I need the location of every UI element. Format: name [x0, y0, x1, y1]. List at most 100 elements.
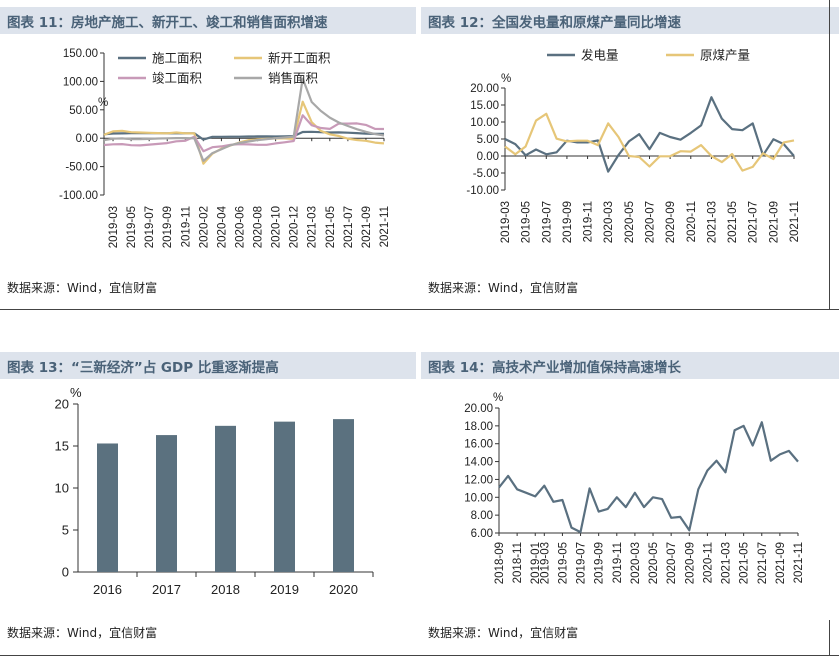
panel-chart-11: 图表 11：房地产施工、新开工、竣工和销售面积增速 150.00 100.00 50…	[0, 7, 416, 313]
x-tick-label: 2020-10	[271, 206, 283, 248]
series-line-1	[504, 96, 795, 173]
series-line-2	[504, 112, 795, 172]
bar	[215, 425, 236, 572]
y-tick-label: 10.00	[470, 117, 499, 129]
y-unit-label: %	[98, 97, 108, 109]
data-source: 数据来源：Wind，宜信财富	[428, 626, 579, 640]
divider-line	[829, 0, 830, 310]
series-line-4	[103, 77, 385, 163]
x-tick-label: 2021-05	[727, 201, 739, 243]
x-tick-label: 2020-04	[216, 205, 228, 248]
x-tick-label: 2019-03	[108, 206, 120, 248]
bar	[274, 421, 295, 572]
x-tick-label: 2021-11	[379, 206, 391, 247]
x-tick-label: 2016	[93, 582, 122, 597]
y-tick-label: 12.00	[464, 474, 493, 486]
panel-chart-12: 图表 12：全国发电量和原煤产量同比增速 20.00 15.00 10.00 5.00…	[421, 7, 839, 313]
x-tick-label: 2019-09	[162, 206, 174, 248]
x-tick-label: 2019-11	[612, 542, 624, 583]
x-tick-label: 2020-09	[665, 201, 677, 243]
x-tick-label: 2019-11	[583, 201, 595, 242]
x-tick-label: 2019-05	[557, 542, 569, 584]
y-tick-label: 5	[62, 523, 69, 538]
x-tick-label: 2020-11	[686, 201, 698, 242]
x-tick-label: 2020-06	[234, 206, 246, 248]
legend-label: 原煤产量	[700, 49, 750, 63]
x-tick-label: 2021-07	[343, 206, 355, 248]
x-tick-label: 2019-07	[576, 542, 588, 584]
y-unit-label: %	[70, 385, 82, 400]
y-tick-label: 8.00	[471, 510, 493, 522]
panel-chart-14: 图表 14：高技术产业增加值保持高速增长 20.00 18.00 16.00 14.0…	[421, 352, 839, 658]
x-tick-label: 2020-05	[648, 542, 660, 584]
panel-header	[0, 7, 416, 34]
y-tick-label: -100.00	[59, 190, 98, 202]
bar	[97, 443, 118, 572]
bar	[156, 435, 177, 572]
chart-power-coal-growth: 20.00 15.00 10.00 5.00 0.00 -5.00 -10.00% 2019-…	[466, 48, 801, 244]
x-tick-label: 2021-03	[721, 542, 733, 584]
y-tick-label: 0.00	[76, 133, 98, 145]
x-tick-label: 2020-03	[630, 542, 642, 584]
y-tick-label: 20.00	[470, 83, 499, 95]
x-tick-label: 2021-05	[739, 542, 751, 584]
divider-line	[0, 655, 839, 656]
x-tick-label: 2021-09	[768, 201, 780, 243]
x-tick-label: 2019-05	[126, 206, 138, 248]
legend-label: 销售面积	[268, 71, 318, 86]
panel-header	[421, 7, 839, 34]
x-tick-label: 2019-11	[180, 206, 192, 247]
x-tick-label: 2017	[152, 582, 181, 597]
chart-high-tech-value-added: 20.00 18.00 16.00 14.00 12.00 10.00 8.00 6.00% 2…	[464, 392, 805, 584]
legend-label: 施工面积	[152, 52, 202, 66]
data-source: 数据来源：Wind，宜信财富	[7, 626, 158, 640]
series-line-1	[498, 421, 799, 534]
y-tick-label: 15.00	[470, 100, 499, 112]
y-tick-label: 14.00	[464, 457, 493, 469]
x-tick-label: 2021-11	[793, 542, 805, 583]
panel-title: 图表 14：高技术产业增加值保持高速增长	[428, 360, 681, 376]
x-tick-label: 2019-05	[521, 201, 533, 243]
y-tick-label: 0.00	[477, 151, 499, 163]
y-tick-label: 6.00	[471, 528, 493, 540]
panel-title: 图表 12：全国发电量和原煤产量同比增速	[428, 15, 681, 31]
x-tick-label: 2019-03	[500, 201, 512, 243]
divider-line	[0, 309, 839, 310]
x-tick-label: 2019-07	[541, 201, 553, 243]
chart-new-economy-gdp-share: 20 15 10 5 0% 2016 2017 2018 2019 2020	[55, 385, 374, 597]
x-tick-label: 2019-01	[530, 542, 542, 584]
y-tick-label: 15	[55, 439, 69, 454]
y-tick-label: 50.00	[69, 105, 98, 117]
x-tick-label: 2021-07	[748, 201, 760, 243]
x-tick-label: 2020-11	[702, 542, 714, 583]
x-tick-label: 2020-08	[253, 206, 265, 248]
x-tick-label: 2021-11	[789, 201, 801, 242]
x-tick-label: 2018-09	[494, 542, 506, 584]
x-tick-label: 2020-05	[624, 201, 636, 243]
x-tick-label: 2020-03	[603, 201, 615, 243]
panel-title: 图表 11：房地产施工、新开工、竣工和销售面积增速	[7, 15, 328, 31]
data-source: 数据来源：Wind，宜信财富	[7, 281, 158, 295]
y-tick-label: 0	[62, 565, 69, 580]
x-tick-label: 2021-09	[775, 542, 787, 584]
legend-label: 竣工面积	[152, 71, 202, 86]
x-tick-label: 2021-05	[325, 206, 337, 248]
x-tick-label: 2019-09	[594, 542, 606, 584]
chart-real-estate-area-growth: 150.00 100.00 50.00 0.00 -50.00 -100.00% 2019-…	[59, 48, 391, 248]
y-tick-label: 18.00	[464, 421, 493, 433]
x-tick-label: 2021-03	[706, 201, 718, 243]
series-line-3	[103, 114, 385, 153]
divider-line	[829, 620, 830, 656]
x-tick-label: 2020-02	[198, 206, 210, 248]
x-tick-label: 2019-07	[144, 206, 156, 248]
legend-label: 发电量	[581, 48, 619, 63]
x-tick-label: 2020-07	[645, 201, 657, 243]
panel-header	[421, 352, 839, 379]
x-tick-label: 2018-11	[512, 542, 524, 583]
y-unit-label: %	[501, 73, 511, 85]
data-source: 数据来源：Wind，宜信财富	[428, 281, 579, 295]
y-unit-label: %	[493, 392, 503, 404]
y-tick-label: 10.00	[464, 492, 493, 504]
x-tick-label: 2020	[329, 582, 358, 597]
y-tick-label: 16.00	[464, 439, 493, 451]
